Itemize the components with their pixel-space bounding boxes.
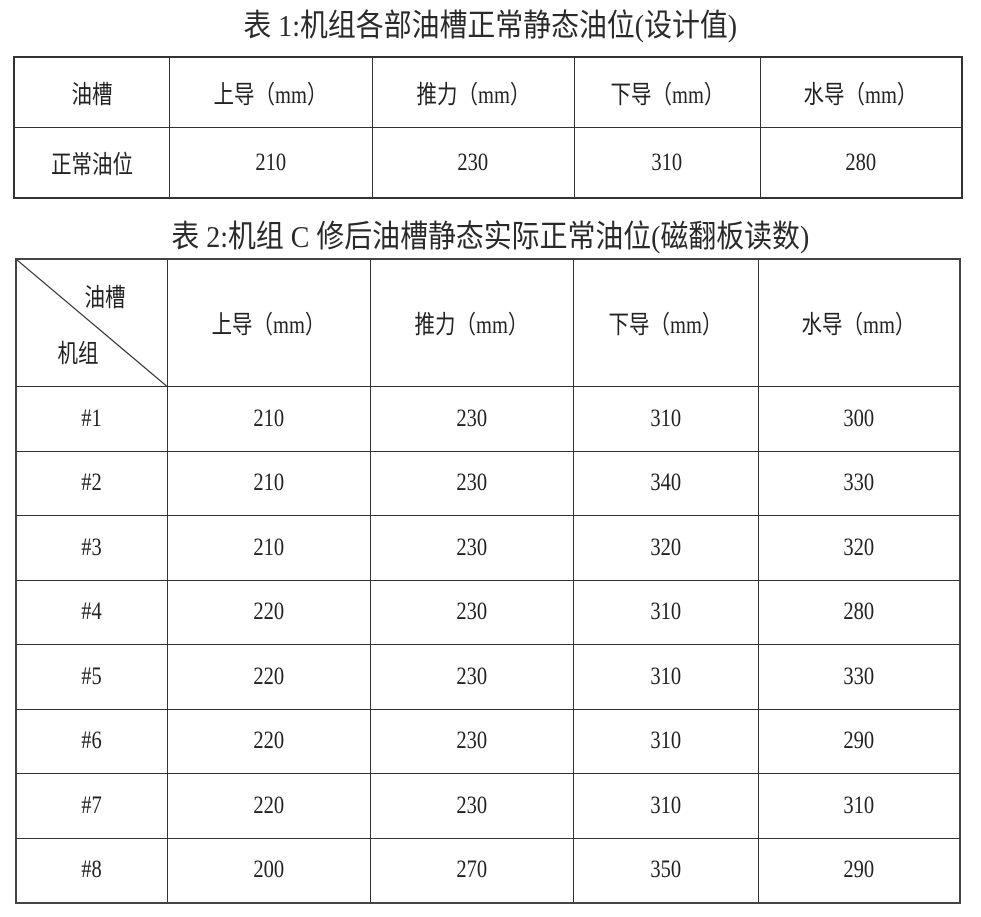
header-cell: 推力（mm） bbox=[371, 56, 575, 128]
header-cell: 下导（mm） bbox=[573, 56, 761, 128]
table-row: #2 210 230 340 330 bbox=[15, 450, 961, 516]
table-row: 正常油位 210 230 310 280 bbox=[13, 127, 963, 199]
header-cell: 油槽 bbox=[13, 56, 170, 128]
cell: 310 bbox=[572, 708, 759, 774]
unit-cell: #3 bbox=[15, 515, 168, 581]
unit-cell: #7 bbox=[15, 773, 168, 839]
unit-cell: #4 bbox=[15, 579, 168, 645]
unit-cell: #1 bbox=[15, 386, 168, 452]
unit-cell: #2 bbox=[15, 450, 168, 516]
table-row: #5 220 230 310 330 bbox=[15, 644, 961, 710]
header-cell: 推力（mm） bbox=[369, 258, 574, 387]
cell: 290 bbox=[757, 837, 961, 904]
cell: 230 bbox=[371, 127, 575, 199]
cell: 230 bbox=[369, 644, 574, 710]
unit-cell: #5 bbox=[15, 644, 168, 710]
cell: 210 bbox=[166, 515, 371, 581]
table1-design-oil-levels: 油槽 上导（mm） 推力（mm） 下导（mm） 水导（mm） 正常油位 210 … bbox=[13, 56, 963, 199]
cell: 350 bbox=[572, 837, 759, 904]
header-cell: 下导（mm） bbox=[572, 258, 759, 387]
cell: 310 bbox=[572, 644, 759, 710]
corner-bottom-label: 机组 bbox=[57, 341, 99, 368]
cell: 340 bbox=[572, 450, 759, 516]
cell: 270 bbox=[369, 837, 574, 904]
cell: 310 bbox=[572, 579, 759, 645]
cell: 280 bbox=[757, 579, 961, 645]
cell: 正常油位 bbox=[13, 127, 170, 199]
corner-header-cell: 油槽 机组 bbox=[15, 258, 168, 387]
cell: 220 bbox=[166, 644, 371, 710]
cell: 210 bbox=[166, 386, 371, 452]
table-header-row: 油槽 机组 上导（mm） 推力（mm） 下导（mm） 水导（mm） bbox=[15, 258, 961, 387]
header-cell: 上导（mm） bbox=[168, 56, 373, 128]
cell: 230 bbox=[369, 515, 574, 581]
header-cell: 上导（mm） bbox=[166, 258, 371, 387]
header-cell: 水导（mm） bbox=[759, 56, 963, 128]
table-row: #3 210 230 320 320 bbox=[15, 515, 961, 581]
table-row: #1 210 230 310 300 bbox=[15, 386, 961, 452]
unit-cell: #8 bbox=[15, 837, 168, 904]
cell: 220 bbox=[166, 773, 371, 839]
table-row: #4 220 230 310 280 bbox=[15, 579, 961, 645]
cell: 210 bbox=[166, 450, 371, 516]
cell: 230 bbox=[369, 708, 574, 774]
cell: 280 bbox=[759, 127, 963, 199]
diagonal-divider bbox=[17, 260, 167, 386]
cell: 290 bbox=[757, 708, 961, 774]
cell: 230 bbox=[369, 450, 574, 516]
cell: 330 bbox=[757, 644, 961, 710]
cell: 200 bbox=[166, 837, 371, 904]
cell: 220 bbox=[166, 708, 371, 774]
cell: 230 bbox=[369, 579, 574, 645]
table-header-row: 油槽 上导（mm） 推力（mm） 下导（mm） 水导（mm） bbox=[13, 56, 963, 128]
cell: 310 bbox=[757, 773, 961, 839]
cell: 220 bbox=[166, 579, 371, 645]
table-row: #8 200 270 350 290 bbox=[15, 837, 961, 904]
cell: 310 bbox=[573, 127, 761, 199]
cell: 300 bbox=[757, 386, 961, 452]
cell: 330 bbox=[757, 450, 961, 516]
unit-cell: #6 bbox=[15, 708, 168, 774]
cell: 310 bbox=[572, 773, 759, 839]
cell: 230 bbox=[369, 773, 574, 839]
cell: 320 bbox=[572, 515, 759, 581]
corner-top-label: 油槽 bbox=[84, 285, 126, 312]
table-row: #7 220 230 310 310 bbox=[15, 773, 961, 839]
cell: 310 bbox=[572, 386, 759, 452]
table2-title: 表 2:机组 C 修后油槽静态实际正常油位(磁翻板读数) bbox=[171, 219, 810, 254]
cell: 230 bbox=[369, 386, 574, 452]
table2-actual-oil-levels: 油槽 机组 上导（mm） 推力（mm） 下导（mm） 水导（mm） #1 210 2… bbox=[15, 258, 961, 904]
cell: 320 bbox=[757, 515, 961, 581]
cell: 210 bbox=[168, 127, 373, 199]
header-cell: 水导（mm） bbox=[757, 258, 961, 387]
table-row: #6 220 230 310 290 bbox=[15, 708, 961, 774]
table1-title: 表 1:机组各部油槽正常静态油位(设计值) bbox=[243, 8, 738, 43]
